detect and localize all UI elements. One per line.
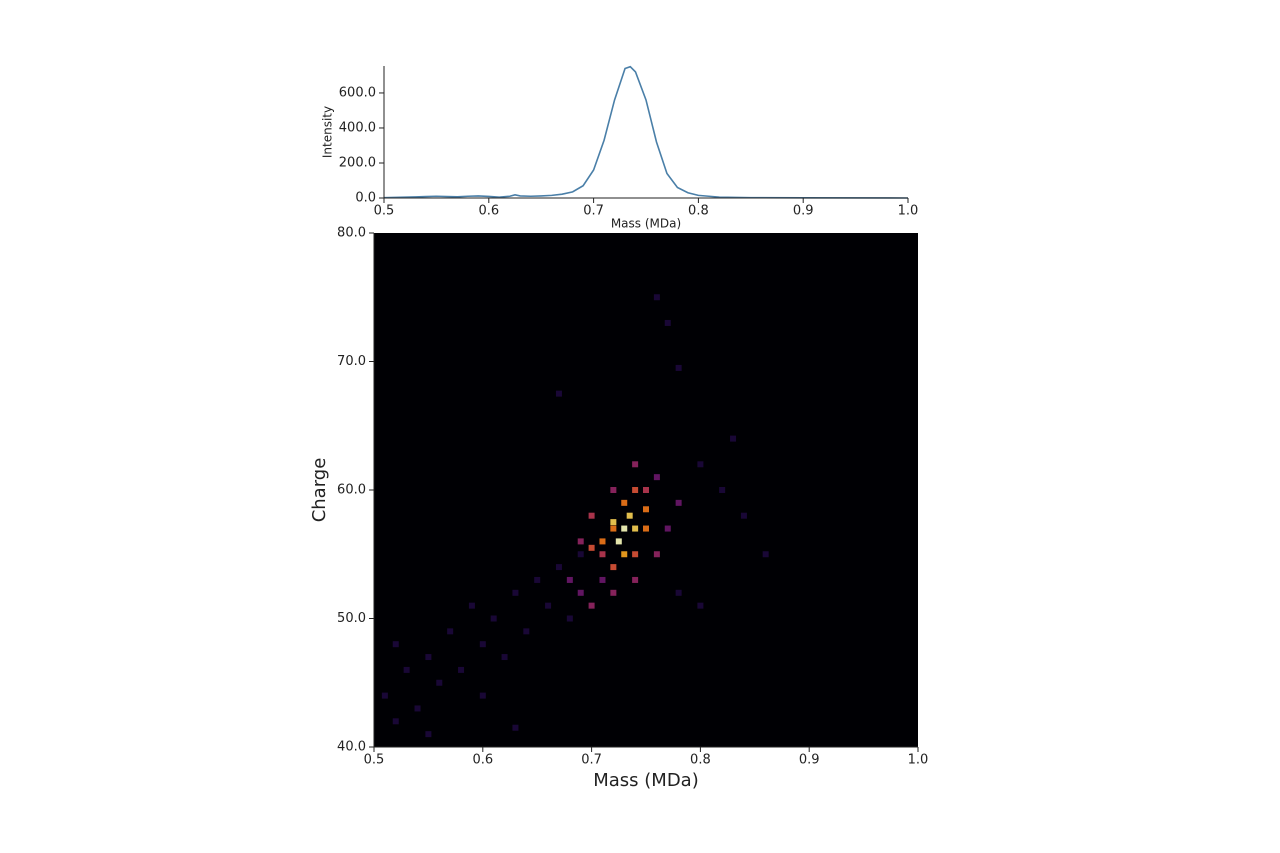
density-cell <box>555 390 562 397</box>
density-cell <box>697 602 704 609</box>
x-tick-label: 0.8 <box>688 204 709 219</box>
density-cell <box>577 538 584 545</box>
x-tick-label: 1.0 <box>898 204 919 219</box>
density-cell <box>577 551 584 558</box>
density-cell <box>610 487 617 493</box>
y-tick-label: 200.0 <box>339 155 376 170</box>
x-tick-label: 0.9 <box>793 204 814 219</box>
density-cell <box>621 551 628 558</box>
x-tick-label: 0.5 <box>374 204 395 219</box>
density-cell <box>566 576 573 583</box>
density-cell <box>425 654 432 661</box>
y-tick-label: 80.0 <box>337 226 366 241</box>
density-cell <box>512 724 519 731</box>
x-tick-label: 0.8 <box>690 753 711 768</box>
density-cell <box>632 576 639 583</box>
density-cell <box>545 602 552 609</box>
density-cell <box>719 487 726 493</box>
density-cell <box>632 525 639 532</box>
y-tick-label: 50.0 <box>337 611 366 626</box>
y-axis-label: Intensity <box>321 106 335 158</box>
density-cell <box>425 731 432 738</box>
y-tick-label: 70.0 <box>337 354 366 369</box>
density-cell <box>730 435 737 442</box>
density-cell <box>523 628 530 635</box>
density-cell <box>534 576 541 583</box>
x-axis-label: Mass (MDa) <box>611 217 681 231</box>
density-cell <box>664 525 671 532</box>
density-cell <box>621 525 628 532</box>
density-cell <box>458 666 465 673</box>
x-tick-label: 0.5 <box>364 753 385 768</box>
x-tick-label: 0.9 <box>799 753 820 768</box>
x-tick-label: 0.7 <box>581 753 602 768</box>
density-cell <box>632 487 639 493</box>
density-cell <box>643 487 649 493</box>
density-cell <box>501 654 508 661</box>
density-cell <box>626 512 633 519</box>
density-cell <box>632 461 639 468</box>
y-tick-label: 400.0 <box>339 120 376 135</box>
density-cell <box>675 364 682 371</box>
y-axis-label: Charge <box>309 458 330 523</box>
density-cell <box>588 512 595 519</box>
density-cell <box>675 499 682 506</box>
density-cell <box>479 692 486 699</box>
x-axis-label: Mass (MDa) <box>593 770 699 791</box>
density-cell <box>447 628 454 635</box>
density-cell <box>468 602 475 609</box>
density-cell <box>621 499 628 506</box>
density-cell <box>615 538 622 545</box>
density-cell <box>643 506 649 513</box>
density-cell <box>653 551 660 558</box>
density-cell <box>740 512 747 519</box>
density-cell <box>653 294 660 301</box>
x-tick-label: 0.6 <box>478 204 499 219</box>
x-tick-label: 0.7 <box>583 204 604 219</box>
y-tick-label: 0.0 <box>355 191 376 206</box>
y-tick-label: 40.0 <box>337 740 366 755</box>
density-cell <box>555 564 562 571</box>
x-tick-label: 1.0 <box>908 753 929 768</box>
density-cell <box>436 679 443 686</box>
density-cell <box>610 525 617 532</box>
density-cell <box>653 474 660 481</box>
density-cell <box>490 615 497 622</box>
density-cell <box>588 544 595 551</box>
density-cell <box>512 589 519 596</box>
density-cell <box>610 564 617 571</box>
density-cell <box>762 551 769 558</box>
density-cell <box>610 589 617 596</box>
density-cell <box>479 641 486 648</box>
density-cell <box>675 589 682 596</box>
density-cell <box>392 718 399 725</box>
density-cell <box>599 576 606 583</box>
density-cell <box>566 615 573 622</box>
density-cell <box>414 705 421 712</box>
density-cell <box>632 551 639 558</box>
x-tick-label: 0.6 <box>472 753 493 768</box>
y-tick-label: 600.0 <box>339 85 376 100</box>
density-cell <box>697 461 704 468</box>
density-cell <box>588 602 595 609</box>
density-cell <box>577 589 584 596</box>
density-cell <box>599 551 606 558</box>
spectrum-line <box>383 65 909 199</box>
density-cell <box>403 666 410 673</box>
y-tick-label: 60.0 <box>337 483 366 498</box>
density-cell <box>381 692 388 699</box>
density-cell <box>610 519 617 526</box>
density-cell <box>392 641 399 648</box>
density-cell <box>664 319 671 326</box>
density-cell <box>599 538 606 545</box>
density-cell <box>643 525 649 532</box>
